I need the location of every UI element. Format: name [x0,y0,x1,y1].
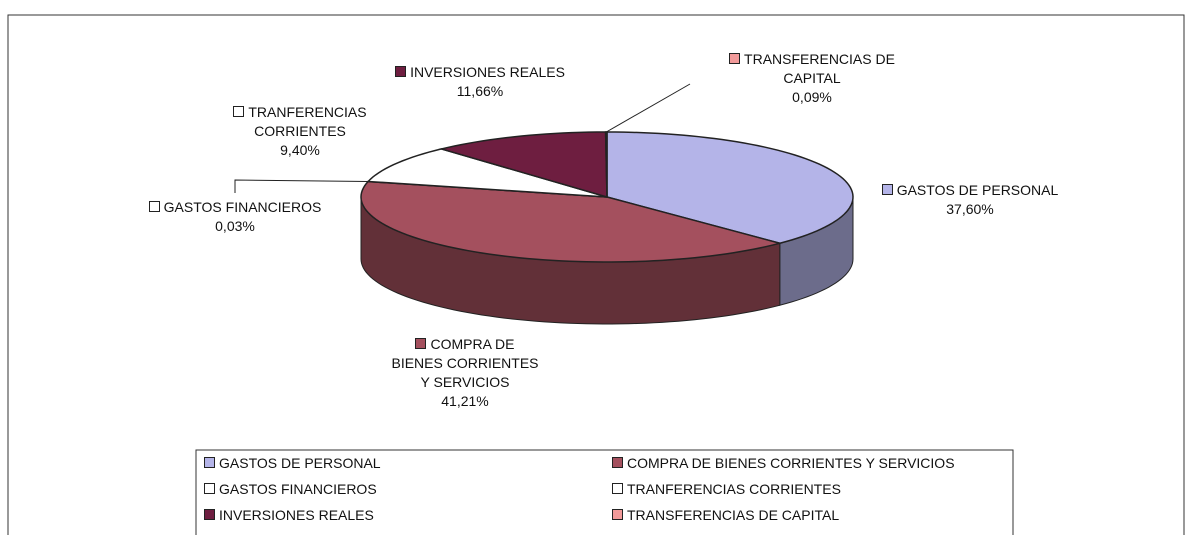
legend-item: GASTOS DE PERSONAL [204,455,381,471]
legend-item: COMPRA DE BIENES CORRIENTES Y SERVICIOS [612,455,955,471]
label-value: 11,66% [456,83,504,99]
legend-item: TRANSFERENCIAS DE CAPITAL [612,507,839,523]
slice [438,131,608,199]
label-value: 9,40% [280,142,320,158]
label-category: TRANFERENCIAS CORRIENTES [248,104,367,139]
label-value: 0,03% [215,218,255,234]
leader-line [606,83,691,133]
data-label: TRANFERENCIAS CORRIENTES 9,40% [225,103,375,160]
label-swatch [395,66,407,77]
label-swatch [148,201,160,212]
data-label: GASTOS FINANCIEROS 0,03% [115,198,355,236]
legend-label: TRANFERENCIAS CORRIENTES [627,481,841,497]
label-category: INVERSIONES REALES [410,64,565,80]
legend-swatch [612,483,623,494]
legend-item: TRANFERENCIAS CORRIENTES [612,481,841,497]
label-category: TRANSFERENCIAS DE CAPITAL [744,51,895,86]
legend-label: GASTOS FINANCIEROS [219,481,377,497]
legend-swatch [612,509,623,520]
legend-label: COMPRA DE BIENES CORRIENTES Y SERVICIOS [627,455,955,471]
label-swatch [729,53,741,64]
label-value: 41,21% [441,393,489,409]
legend-label: TRANSFERENCIAS DE CAPITAL [627,507,840,523]
legend-swatch [612,457,623,468]
label-category: COMPRA DE BIENES CORRIENTES Y SERVICIOS [391,336,539,390]
legend-item: GASTOS FINANCIEROS [204,481,377,497]
legend-label: INVERSIONES REALES [219,507,374,523]
label-swatch [881,184,893,195]
data-label: INVERSIONES REALES 11,66% [370,63,590,101]
slice [366,148,608,198]
data-label: TRANSFERENCIAS DE CAPITAL 0,09% [712,50,912,107]
label-category: GASTOS DE PERSONAL [896,182,1059,198]
legend-item: INVERSIONES REALES [204,507,374,523]
slice [360,180,783,263]
chart-frame [7,14,1185,535]
legend-swatch [204,457,215,468]
legend-box [195,449,1014,535]
legend-label: GASTOS DE PERSONAL [219,455,381,471]
data-label: COMPRA DE BIENES CORRIENTES Y SERVICIOS 4… [390,335,540,411]
label-value: 37,60% [946,201,994,217]
leader-line [234,179,369,193]
legend-swatch [204,509,215,520]
label-category: GASTOS FINANCIEROS [163,199,322,215]
label-value: 0,09% [792,89,832,105]
label-swatch [233,106,245,117]
slice [606,131,854,245]
data-label: GASTOS DE PERSONAL 37,60% [855,181,1085,219]
label-swatch [415,338,427,349]
legend-swatch [204,483,215,494]
